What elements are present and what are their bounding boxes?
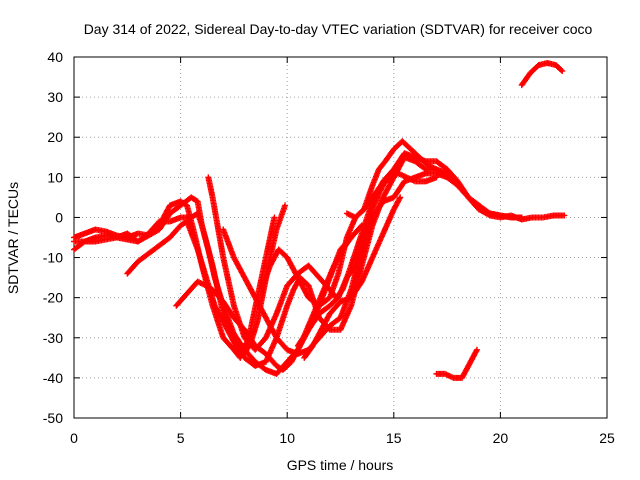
data-point-marker bbox=[433, 174, 440, 181]
x-tick-label: 0 bbox=[70, 430, 78, 446]
data-point-marker bbox=[390, 174, 397, 181]
data-point-marker bbox=[421, 165, 428, 172]
y-tick-label: 40 bbox=[47, 49, 63, 65]
data-point-marker bbox=[433, 166, 440, 173]
x-tick-label: 10 bbox=[279, 430, 295, 446]
y-axis-label: SDTVAR / TECUs bbox=[5, 182, 21, 294]
chart-title: Day 314 of 2022, Sidereal Day-to-day VTE… bbox=[84, 21, 593, 37]
x-axis-label: GPS time / hours bbox=[287, 457, 394, 473]
data-layer bbox=[71, 60, 568, 381]
data-point-marker bbox=[561, 212, 568, 219]
y-tick-label: -40 bbox=[43, 370, 63, 386]
tick-layer: 0 5 10 15 20 25 -50 -40 -30 -20 -10 0 10 20 30 40 bbox=[43, 49, 615, 446]
y-tick-label: 20 bbox=[47, 129, 63, 145]
data-series-track-13 bbox=[518, 60, 566, 89]
data-point-marker bbox=[397, 194, 404, 201]
data-point-marker bbox=[558, 67, 565, 74]
y-tick-label: -50 bbox=[43, 410, 63, 426]
x-tick-label: 15 bbox=[386, 430, 402, 446]
data-point-marker bbox=[518, 214, 525, 221]
grid-layer bbox=[74, 57, 607, 418]
data-point-marker bbox=[282, 202, 289, 209]
y-tick-label: -20 bbox=[43, 290, 63, 306]
y-tick-label: -10 bbox=[43, 250, 63, 266]
data-series-track-9 bbox=[294, 174, 397, 349]
y-tick-label: 0 bbox=[55, 209, 63, 225]
x-tick-label: 20 bbox=[493, 430, 509, 446]
y-tick-label: 30 bbox=[47, 89, 63, 105]
y-tick-label: 10 bbox=[47, 169, 63, 185]
data-point-marker bbox=[485, 209, 492, 216]
x-tick-label: 5 bbox=[177, 430, 185, 446]
data-series-track-11 bbox=[343, 138, 440, 221]
plot-frame bbox=[73, 56, 608, 419]
y-tick-label: -30 bbox=[43, 330, 63, 346]
data-point-marker bbox=[473, 346, 480, 353]
data-series-track-12 bbox=[433, 346, 480, 381]
data-series-track-10 bbox=[301, 194, 404, 361]
x-tick-label: 25 bbox=[599, 430, 615, 446]
data-point-marker bbox=[271, 214, 278, 221]
data-point-marker bbox=[559, 68, 566, 75]
